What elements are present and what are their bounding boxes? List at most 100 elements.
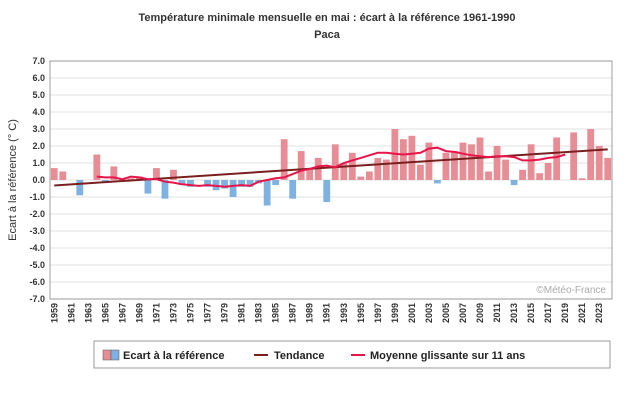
bar	[280, 139, 288, 180]
bar	[161, 180, 169, 199]
legend-swatch-negative	[110, 349, 120, 361]
bar	[493, 146, 501, 180]
bar	[502, 159, 509, 180]
x-tick-label: 2001	[407, 303, 417, 323]
bar	[340, 163, 348, 180]
y-tick-label: 5.0	[32, 90, 45, 100]
x-tick-label: 1983	[254, 303, 264, 323]
bar	[178, 180, 186, 186]
bar	[399, 139, 407, 180]
x-tick-label: 2011	[492, 303, 502, 323]
y-tick-label: -6.0	[29, 277, 45, 287]
bar	[442, 152, 450, 180]
bar	[578, 178, 586, 180]
watermark: ©Météo-France	[536, 285, 606, 296]
bar	[229, 180, 237, 197]
legend: Ecart à la référence Tendance Moyenne gl…	[93, 340, 611, 369]
moving-average-line	[96, 146, 566, 188]
bar	[221, 180, 228, 189]
bar	[246, 180, 254, 187]
bar	[595, 146, 603, 180]
x-tick-label: 2009	[475, 303, 485, 323]
legend-label-moving-average: Moyenne glissante sur 11 ans	[370, 350, 525, 362]
x-tick-label: 1963	[83, 303, 93, 323]
x-tick-label: 2019	[560, 303, 570, 323]
chart-title: Température minimale mensuelle en mai : …	[138, 12, 515, 24]
bar	[527, 144, 535, 180]
x-tick-label: 1967	[117, 303, 127, 323]
x-tick-label: 2003	[424, 303, 434, 323]
y-tick-label: -3.0	[29, 226, 45, 236]
y-tick-label: -4.0	[29, 243, 45, 253]
bar	[50, 168, 58, 180]
x-tick-label: 1995	[356, 303, 366, 323]
bar	[544, 163, 552, 180]
x-tick-label: 2013	[509, 303, 519, 323]
bar	[553, 137, 561, 180]
bar	[323, 180, 331, 203]
legend-swatch-positive	[102, 349, 112, 361]
x-tick-label: 1977	[203, 303, 213, 323]
y-tick-label: 2.0	[32, 141, 45, 151]
x-tick-label: 1991	[322, 303, 332, 323]
y-tick-label: 4.0	[32, 107, 45, 117]
x-tick-label: 1997	[373, 303, 383, 323]
x-tick-label: 1993	[339, 303, 349, 323]
bar	[536, 173, 544, 180]
bar	[365, 171, 373, 180]
x-tick-label: 1971	[151, 303, 161, 323]
x-tick-label: 2005	[441, 303, 451, 323]
x-tick-label: 1987	[288, 303, 298, 323]
bar	[382, 159, 390, 180]
bar	[459, 142, 467, 180]
x-tick-label: 1965	[100, 303, 110, 323]
x-tick-label: 1979	[220, 303, 230, 323]
y-tick-label: 1.0	[32, 158, 45, 168]
bar	[519, 169, 526, 180]
y-tick-label: -2.0	[29, 209, 45, 219]
bar	[485, 171, 492, 180]
y-tick-label: -1.0	[29, 192, 45, 202]
legend-label-bars: Ecart à la référence	[123, 350, 225, 362]
bar	[289, 180, 297, 199]
bar	[110, 166, 118, 180]
x-tick-label: 2017	[543, 303, 553, 323]
x-tick-label: 1961	[66, 303, 76, 323]
y-tick-label: -5.0	[29, 260, 45, 270]
plot-frame	[49, 60, 613, 300]
y-tick-label: 0.0	[32, 175, 45, 185]
bar	[238, 180, 245, 187]
bar	[153, 168, 160, 180]
legend-bars-swatch	[102, 349, 120, 361]
bar	[272, 180, 280, 186]
chart-subtitle: Paca	[314, 29, 341, 41]
bar	[331, 144, 339, 180]
bar	[76, 180, 84, 196]
bar	[263, 180, 271, 206]
x-tick-label: 1981	[237, 303, 247, 323]
x-tick-label: 2007	[458, 303, 468, 323]
x-tick-label: 1989	[305, 303, 315, 323]
bar	[604, 157, 612, 180]
grid	[50, 60, 612, 300]
bar	[357, 176, 365, 180]
bar	[570, 132, 578, 180]
bar	[468, 144, 475, 180]
bar	[187, 180, 194, 187]
y-tick-label: 6.0	[32, 73, 45, 83]
bar	[93, 154, 101, 180]
lines	[54, 146, 608, 188]
bar	[451, 151, 458, 180]
bar	[144, 180, 152, 194]
x-tick-label: 1969	[134, 303, 144, 323]
x-tick-label: 2023	[594, 303, 604, 323]
x-tick-label: 1973	[168, 303, 178, 323]
x-tick-label: 1985	[271, 303, 281, 323]
bar	[434, 180, 441, 184]
bar	[297, 151, 305, 180]
bar	[408, 135, 416, 180]
y-ticks: 7.0 6.0 5.0 4.0 3.0 2.0 1.0 0.0 -1.0 -2.0 -3.0 -4.0…	[29, 56, 45, 304]
y-tick-label: -7.0	[29, 294, 45, 304]
bar	[127, 178, 135, 180]
